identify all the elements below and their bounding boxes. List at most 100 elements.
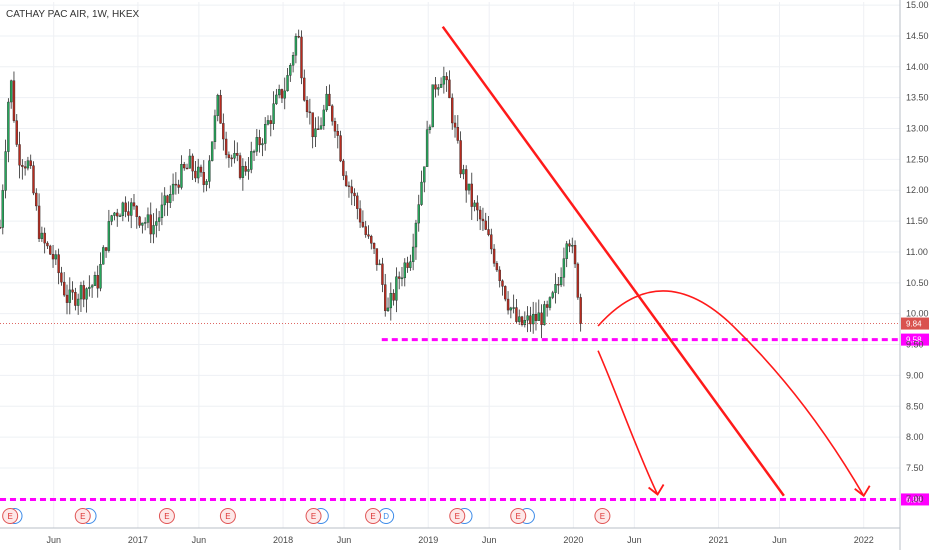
candle-body [559,277,563,286]
candle-body [60,272,63,283]
candle-body [272,103,275,124]
candle-body [554,284,557,293]
candle-body [238,155,242,178]
candle-body [121,202,125,216]
candle-body [473,202,476,207]
candle-body [110,215,113,222]
candle-body [495,263,499,271]
candle-body [160,204,164,218]
candle-body [378,263,381,266]
candle-body [579,297,582,324]
earnings-event-marker[interactable]: E [158,508,175,524]
y-tick-label: 13.50 [906,93,929,103]
candle-body [442,76,446,85]
support-level-label: 9.58 [906,336,922,345]
time-axis[interactable]: Jun 2017 Jun 2018 Jun 2019 Jun 2020 Jun 2021 Jun 20… [0,527,900,545]
earnings-event-marker[interactable]: E [305,508,322,524]
candle-body [397,276,401,279]
candle-body [0,227,2,229]
earnings-circle [365,508,382,524]
candle-body [166,195,169,203]
x-tick-label: Jun [337,535,352,545]
candle-body [76,298,80,306]
price-axis[interactable]: 15.00 14.50 14.00 13.50 13.00 12.50 12.00 11.50… [899,0,929,550]
candle-body [300,36,303,79]
candle-body [130,202,133,216]
candle-body [414,222,418,248]
candle-body [15,120,18,145]
candle-body [531,314,535,325]
candle-body [478,209,482,220]
candle-body [107,221,111,251]
y-tick-label: 8.50 [906,401,924,411]
candle-body [258,137,261,146]
candle-body [180,164,183,188]
dividend-event-marker[interactable]: D [378,508,395,524]
support-level-badge [901,493,929,506]
earnings-event-marker[interactable]: E [594,508,611,524]
candle-body [71,289,74,293]
candle-body [317,128,320,130]
candle-body [124,202,127,212]
earnings-label: E [80,512,85,521]
candle-body [490,234,493,250]
candle-body [565,243,568,259]
candle-body [481,218,485,222]
candle-body [155,221,158,226]
candle-body [85,288,88,300]
earnings-event-marker[interactable]: E [449,508,466,524]
candle-body [143,222,147,224]
candle-body [250,151,253,170]
x-tick-label: Jun [772,535,787,545]
earnings-event-marker[interactable]: E [219,508,236,524]
candle-body [305,100,309,113]
y-tick-label: 11.00 [906,247,928,257]
candle-body [523,320,527,325]
candle-body [420,181,423,205]
candle-body [283,90,286,99]
candle-body [545,304,549,308]
candle-body [90,285,94,288]
candle-body [197,166,200,179]
candle-body [342,160,345,176]
candle-body [509,307,513,311]
candle-body [459,140,462,175]
earnings-label: E [455,512,460,521]
candle-body [529,315,532,325]
candle-body [467,183,471,191]
earnings-label: E [164,512,169,521]
candle-body [224,138,228,155]
candle-body [386,307,390,312]
dividend-label: D [383,512,389,521]
candle-body [194,170,197,179]
candle-body [141,222,144,226]
candle-body [146,214,150,223]
candle-body [188,155,192,169]
candle-body [222,123,225,140]
candle-body [534,314,538,321]
earnings-event-marker[interactable]: E [510,508,527,524]
candle-body [149,214,152,235]
arrow-down-curve [597,350,659,495]
earnings-event-marker[interactable]: E [365,508,382,524]
candle-body [353,192,356,197]
y-tick-label: 14.50 [906,31,929,41]
candle-body [425,129,429,167]
trendline [441,25,785,497]
candle-body [392,293,395,301]
candle-body [54,254,58,260]
earnings-circle [449,508,466,524]
x-tick-label: Jun [627,535,642,545]
y-tick-label: 10.50 [906,278,929,288]
candle-body [568,243,571,247]
support-level-badge [901,333,929,346]
y-tick-label: 13.00 [906,124,929,134]
horizontal-levels: 9.84 9.58 6.99 [0,317,929,506]
candle-body [185,167,189,170]
earnings-event-marker[interactable]: E [74,508,91,524]
candle-body [562,258,566,278]
earnings-label: E [311,512,316,521]
candle-body [347,185,351,187]
earnings-event-marker[interactable]: E [2,508,19,524]
